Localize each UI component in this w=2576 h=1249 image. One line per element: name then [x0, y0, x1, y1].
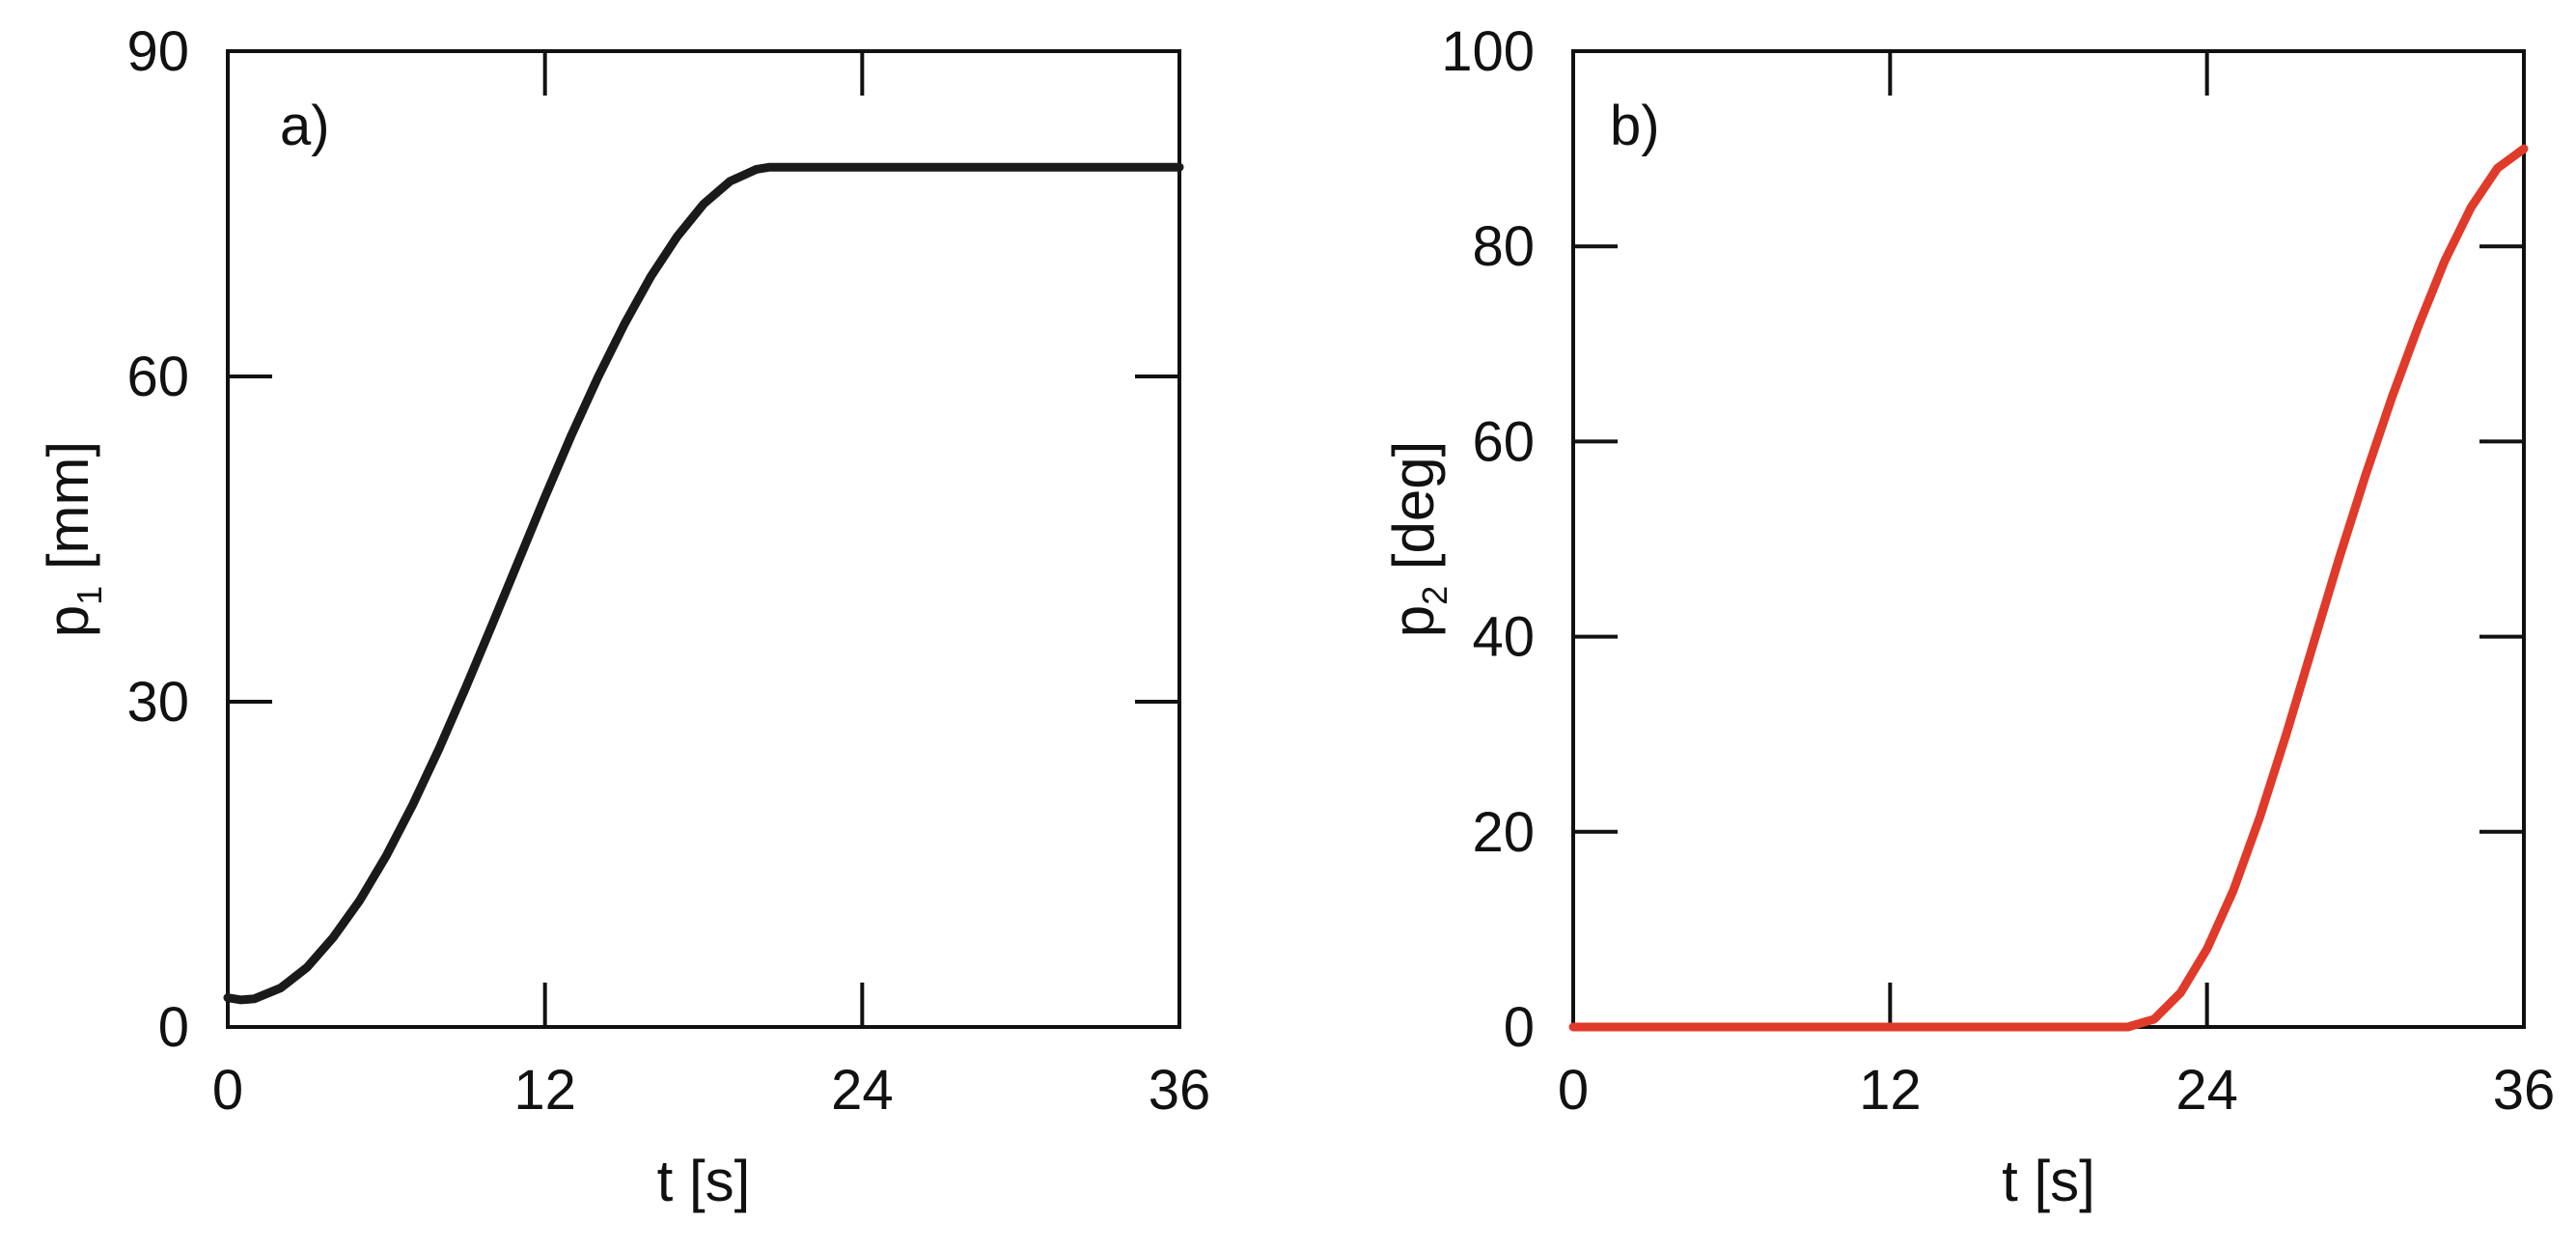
y-tick-label: 40 — [1472, 606, 1535, 669]
x-tick-label: 12 — [1859, 1059, 1922, 1122]
panel-label: a) — [280, 95, 330, 157]
y-tick-label: 20 — [1472, 801, 1535, 864]
x-tick-label: 0 — [1558, 1059, 1589, 1122]
x-axis-label: t [s] — [2002, 1149, 2095, 1213]
y-tick-label: 80 — [1472, 215, 1535, 278]
series-line — [223, 162, 1184, 1005]
y-tick-label: 0 — [1504, 996, 1535, 1059]
plot-frame — [226, 49, 1181, 1029]
x-tick-label: 0 — [212, 1059, 243, 1122]
x-tick-label: 24 — [831, 1059, 894, 1122]
x-tick-label: 36 — [1149, 1059, 1211, 1122]
series-line — [1568, 144, 2529, 1032]
panel-label: b) — [1610, 95, 1660, 157]
x-tick-label: 24 — [2175, 1059, 2238, 1122]
y-tick-label: 100 — [1441, 20, 1535, 83]
y-tick-label: 60 — [1472, 410, 1535, 473]
y-tick-label: 60 — [126, 346, 189, 408]
chart-panel-2: 0 12 24 36 0 20 40 60 80 100 t [s] p2 [deg] b) — [1381, 20, 2555, 1213]
y-axis-label: p1 [mm] — [36, 441, 109, 637]
x-tick-label: 12 — [513, 1059, 576, 1122]
y-tick-label: 30 — [126, 671, 189, 734]
x-axis-label: t [s] — [657, 1149, 751, 1213]
plot-frame — [1571, 49, 2526, 1029]
chart-panel-1: 0 12 24 36 0 30 60 90 t [s] p1 [mm] a) — [36, 20, 1210, 1213]
x-tick-label: 36 — [2493, 1059, 2556, 1122]
y-tick-label: 90 — [126, 20, 189, 83]
y-tick-label: 0 — [158, 996, 189, 1059]
y-axis-label: p2 [deg] — [1381, 441, 1454, 638]
